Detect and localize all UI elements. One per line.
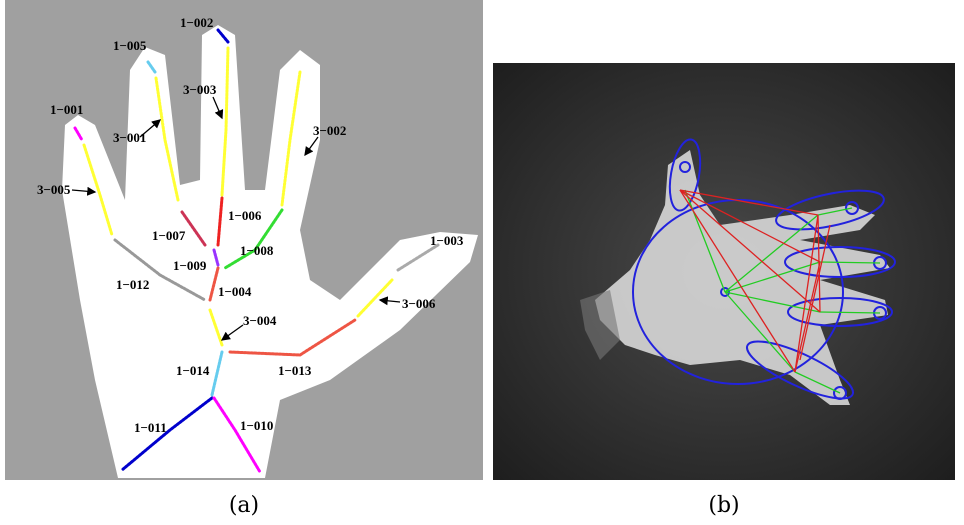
caption: (b) bbox=[708, 493, 739, 518]
label: 1−010 bbox=[240, 418, 273, 433]
label: 3−004 bbox=[243, 313, 277, 328]
label: 1−013 bbox=[278, 363, 312, 378]
label: 3−005 bbox=[37, 182, 71, 197]
label: 3−001 bbox=[113, 130, 146, 145]
label: 1−006 bbox=[228, 208, 262, 223]
label: 1−008 bbox=[240, 243, 274, 258]
panel-b: (b) bbox=[493, 63, 955, 518]
label: 1−005 bbox=[113, 38, 147, 53]
label: 3−003 bbox=[183, 82, 217, 97]
label: 3−002 bbox=[313, 123, 346, 138]
panel-a: 1−002 1−005 3−003 1−001 3−001 3−002 3−00… bbox=[5, 0, 483, 518]
caption: (a) bbox=[229, 493, 259, 518]
label: 1−007 bbox=[152, 228, 186, 243]
label: 3−006 bbox=[402, 296, 436, 311]
label: 1−001 bbox=[50, 102, 83, 117]
figure: 1−002 1−005 3−003 1−001 3−001 3−002 3−00… bbox=[0, 0, 964, 525]
label: 1−003 bbox=[430, 233, 464, 248]
label: 1−014 bbox=[176, 363, 210, 378]
label: 1−002 bbox=[180, 15, 213, 30]
label: 1−011 bbox=[134, 420, 167, 435]
label: 1−004 bbox=[218, 284, 252, 299]
label: 1−009 bbox=[173, 258, 207, 273]
label: 1−012 bbox=[116, 277, 149, 292]
